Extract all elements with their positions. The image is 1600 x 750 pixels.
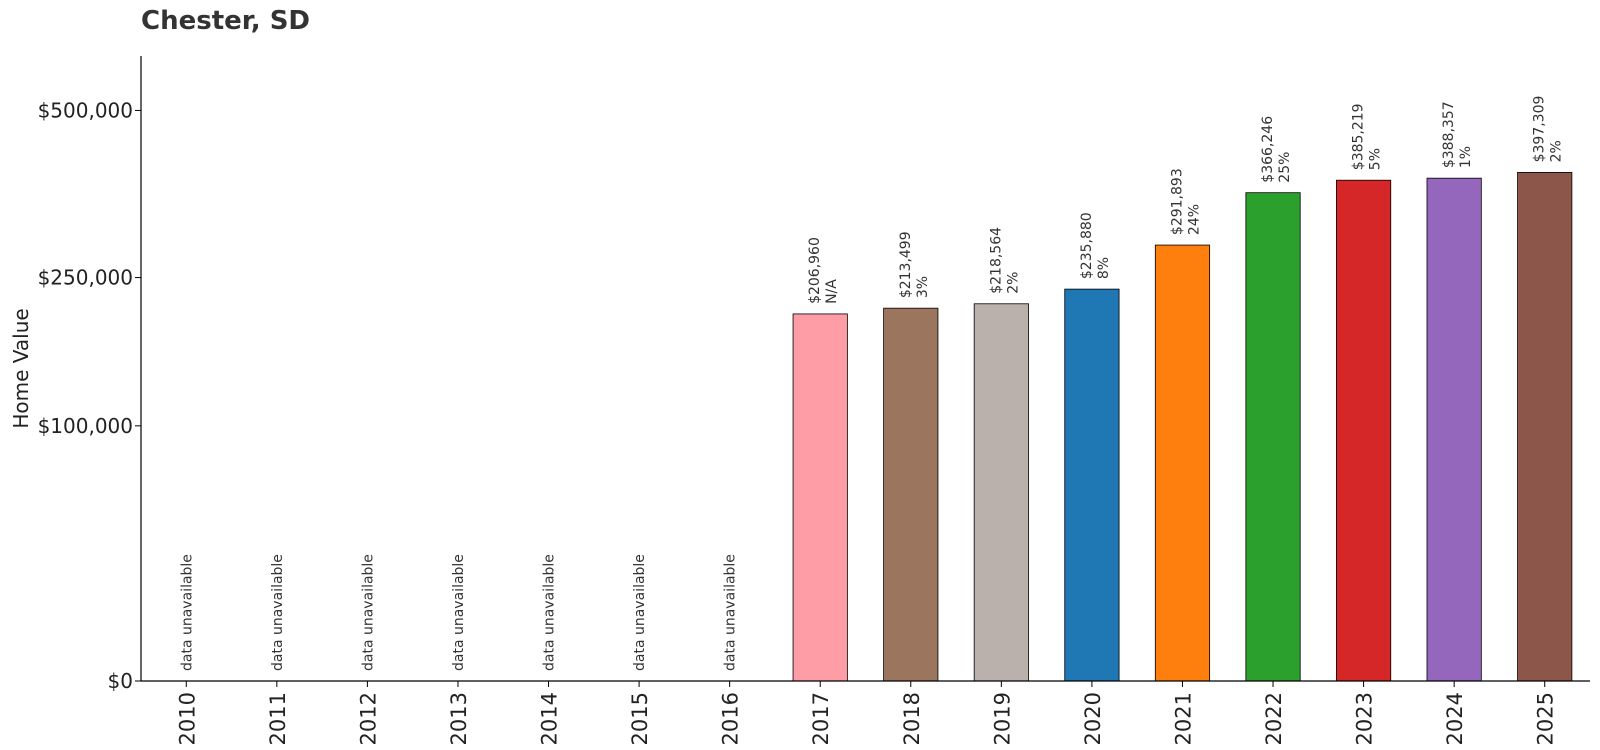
x-tick-label: 2019 bbox=[990, 692, 1014, 745]
value-label: $235,880 bbox=[1079, 212, 1095, 279]
bar-2025 bbox=[1517, 172, 1573, 682]
change-label: N/A bbox=[824, 279, 840, 304]
y-axis-label: Home Value bbox=[9, 308, 33, 428]
change-label: 8% bbox=[1096, 257, 1112, 279]
change-label: 25% bbox=[1277, 152, 1293, 183]
value-label: $397,309 bbox=[1532, 96, 1548, 163]
x-tick-label: 2023 bbox=[1353, 692, 1377, 745]
x-tick-label: 2011 bbox=[266, 692, 290, 745]
x-tick-label: 2016 bbox=[719, 692, 743, 745]
value-label: $388,357 bbox=[1441, 101, 1457, 168]
bar-2019 bbox=[973, 303, 1029, 682]
y-tick-label: $100,000 bbox=[38, 414, 133, 438]
value-label: $213,499 bbox=[898, 231, 914, 298]
bar-2023 bbox=[1336, 179, 1392, 682]
x-tick-label: 2013 bbox=[447, 692, 471, 745]
unavailable-label: data unavailable bbox=[451, 554, 467, 671]
bar-2024 bbox=[1426, 177, 1482, 682]
value-label: $291,893 bbox=[1169, 168, 1185, 235]
x-tick-label: 2018 bbox=[900, 692, 924, 745]
value-label: $218,564 bbox=[988, 227, 1004, 294]
x-tick-label: 2024 bbox=[1443, 692, 1467, 745]
bar-2020 bbox=[1064, 288, 1120, 682]
y-tick-label: $250,000 bbox=[38, 266, 133, 290]
x-tick-label: 2020 bbox=[1081, 692, 1105, 745]
change-label: 1% bbox=[1458, 146, 1474, 168]
change-label: 2% bbox=[1005, 272, 1021, 294]
unavailable-label: data unavailable bbox=[632, 554, 648, 671]
value-label: $206,960 bbox=[807, 237, 823, 304]
bar-2018 bbox=[883, 307, 939, 682]
x-tick-label: 2012 bbox=[356, 692, 380, 745]
value-label: $366,246 bbox=[1260, 116, 1276, 183]
unavailable-label: data unavailable bbox=[542, 554, 558, 671]
value-label: $385,219 bbox=[1351, 103, 1367, 170]
unavailable-label: data unavailable bbox=[179, 554, 195, 671]
change-label: 5% bbox=[1368, 148, 1384, 170]
unavailable-label: data unavailable bbox=[360, 554, 376, 671]
bar-2017 bbox=[792, 313, 848, 682]
chart-title: Chester, SD bbox=[141, 6, 310, 36]
x-tick-label: 2014 bbox=[538, 692, 562, 745]
change-label: 2% bbox=[1549, 140, 1565, 162]
change-label: 3% bbox=[915, 276, 931, 298]
bar-2022 bbox=[1245, 192, 1301, 682]
change-label: 24% bbox=[1186, 204, 1202, 235]
x-tick-label: 2015 bbox=[628, 692, 652, 745]
y-tick-label: $500,000 bbox=[38, 98, 133, 122]
unavailable-label: data unavailable bbox=[270, 554, 286, 671]
x-tick-label: 2017 bbox=[809, 692, 833, 745]
x-tick-label: 2010 bbox=[175, 692, 199, 745]
unavailable-label: data unavailable bbox=[723, 554, 739, 671]
x-tick-label: 2025 bbox=[1534, 692, 1558, 745]
y-tick-label: $0 bbox=[108, 669, 133, 693]
x-tick-label: 2022 bbox=[1262, 692, 1286, 745]
x-tick-label: 2021 bbox=[1171, 692, 1195, 745]
bar-2021 bbox=[1154, 244, 1211, 682]
